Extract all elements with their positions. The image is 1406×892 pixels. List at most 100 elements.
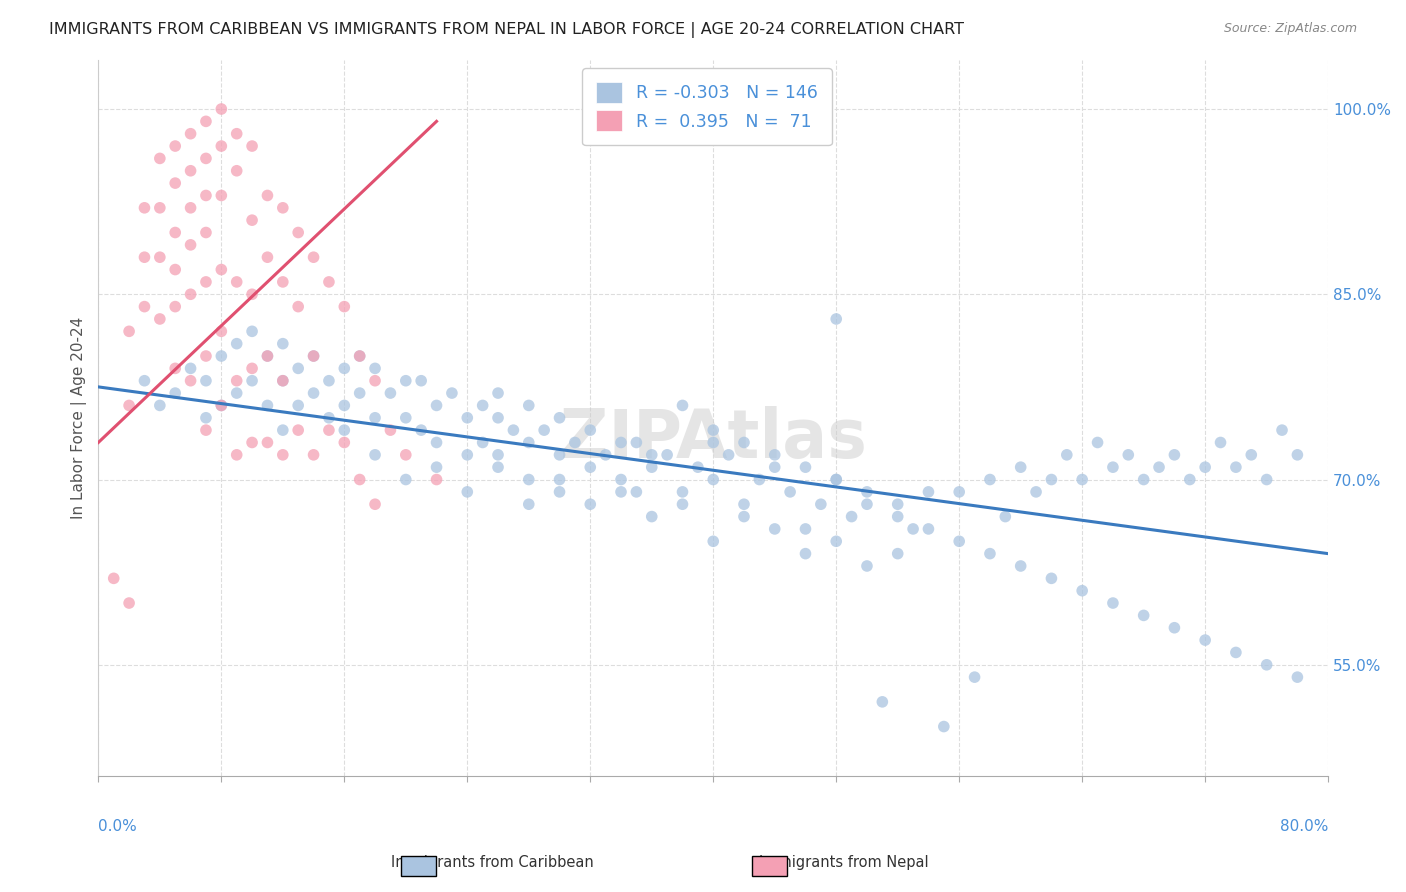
Point (841, 509, 863, 524)
Point (626, 484, 648, 499)
Point (180, 238, 202, 252)
Point (610, 484, 633, 499)
Point (256, 188, 278, 202)
Point (165, 386, 187, 401)
Point (456, 410, 478, 425)
Point (1256, 473, 1278, 487)
Point (411, 423, 433, 437)
Point (486, 448, 509, 462)
Point (209, 399, 232, 413)
Point (209, 324, 232, 338)
Point (517, 473, 540, 487)
Point (517, 399, 540, 413)
Point (517, 497, 540, 511)
Point (209, 188, 232, 202)
Point (240, 287, 263, 301)
Point (364, 448, 387, 462)
Point (825, 473, 848, 487)
Point (886, 509, 908, 524)
Point (118, 596, 141, 610)
Point (425, 460, 447, 475)
Point (395, 410, 418, 425)
Point (1240, 448, 1263, 462)
Point (1163, 448, 1185, 462)
Point (225, 336, 247, 351)
Point (302, 448, 325, 462)
Point (1178, 473, 1201, 487)
Point (856, 484, 879, 499)
Point (1225, 460, 1247, 475)
Point (149, 152, 172, 166)
Point (209, 102, 232, 116)
Point (165, 226, 187, 240)
Point (579, 423, 602, 437)
Point (271, 374, 294, 388)
Point (471, 435, 494, 450)
Point (271, 275, 294, 289)
Point (1271, 423, 1294, 437)
Point (411, 374, 433, 388)
Point (579, 497, 602, 511)
Point (948, 534, 970, 549)
Point (318, 410, 340, 425)
Point (825, 473, 848, 487)
Point (901, 522, 924, 536)
Point (118, 399, 141, 413)
Point (364, 374, 387, 388)
Point (1116, 448, 1139, 462)
Point (349, 349, 371, 363)
Text: 80.0%: 80.0% (1279, 819, 1329, 834)
Point (165, 361, 187, 376)
Text: IMMIGRANTS FROM CARIBBEAN VS IMMIGRANTS FROM NEPAL IN LABOR FORCE | AGE 20-24 CO: IMMIGRANTS FROM CARIBBEAN VS IMMIGRANTS … (49, 22, 965, 38)
Point (1147, 460, 1170, 475)
Point (149, 399, 172, 413)
Point (271, 336, 294, 351)
Point (180, 361, 202, 376)
Point (486, 460, 509, 475)
Point (134, 374, 156, 388)
Point (240, 374, 263, 388)
Point (271, 448, 294, 462)
Point (287, 361, 309, 376)
Point (194, 226, 217, 240)
Point (1132, 608, 1154, 623)
Point (932, 720, 955, 734)
Point (671, 399, 693, 413)
Point (380, 386, 402, 401)
Point (225, 374, 247, 388)
Point (1010, 460, 1032, 475)
Point (1010, 559, 1032, 574)
Text: Immigrants from Caribbean: Immigrants from Caribbean (391, 855, 593, 870)
Point (209, 139, 232, 153)
Point (1286, 448, 1309, 462)
Point (395, 374, 418, 388)
Point (763, 448, 786, 462)
Point (165, 262, 187, 277)
Point (194, 374, 217, 388)
Point (165, 176, 187, 190)
Text: Immigrants from Nepal: Immigrants from Nepal (759, 855, 928, 870)
Point (994, 509, 1017, 524)
Point (825, 312, 848, 326)
Point (240, 435, 263, 450)
Point (425, 435, 447, 450)
Point (302, 349, 325, 363)
Point (271, 201, 294, 215)
Point (103, 571, 125, 585)
Point (395, 473, 418, 487)
Point (287, 300, 309, 314)
Point (794, 547, 817, 561)
Point (917, 522, 939, 536)
Point (655, 448, 678, 462)
Point (287, 423, 309, 437)
Point (886, 547, 908, 561)
Text: 0.0%: 0.0% (98, 819, 138, 834)
Point (794, 460, 817, 475)
Point (364, 361, 387, 376)
Point (240, 324, 263, 338)
Point (364, 497, 387, 511)
Point (425, 399, 447, 413)
Point (702, 435, 724, 450)
Legend: R = -0.303   N = 146, R =  0.395   N =  71: R = -0.303 N = 146, R = 0.395 N = 71 (582, 69, 832, 145)
Point (256, 399, 278, 413)
